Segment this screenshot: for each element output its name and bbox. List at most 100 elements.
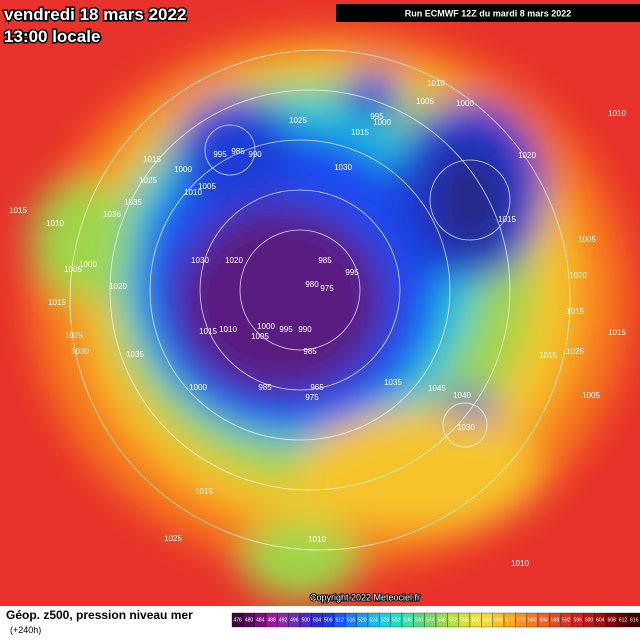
colorbar-label: 480	[245, 617, 254, 623]
pressure-label: 1015	[608, 328, 626, 337]
pressure-label: 1015	[539, 351, 557, 360]
colorbar-label: 532	[392, 617, 401, 623]
pressure-label: 1045	[428, 384, 446, 393]
pressure-label: 1025	[65, 331, 83, 340]
pressure-label: 990	[298, 325, 312, 334]
pressure-label: 975	[305, 393, 319, 402]
pressure-label: 1020	[225, 256, 243, 265]
pressure-label: 1010	[46, 219, 64, 228]
pressure-label: 1025	[164, 534, 182, 543]
colorbar-label: 540	[415, 617, 424, 623]
pressure-label: 1000	[257, 322, 275, 331]
pressure-label: 1015	[143, 155, 161, 164]
pressure-label: 985	[231, 147, 245, 156]
pressure-label: 1015	[199, 327, 217, 336]
colorbar-label: 568	[494, 617, 503, 623]
colorbar-label: 476	[233, 617, 242, 623]
colorbar-label: 592	[562, 617, 571, 623]
colorbar-label: 588	[551, 617, 560, 623]
pressure-label: 1025	[289, 116, 307, 125]
date: vendredi 18 mars 2022	[4, 5, 186, 24]
pressure-label: 1030	[71, 347, 89, 356]
pressure-label: 1015	[48, 298, 66, 307]
colorbar-label: 500	[301, 617, 310, 623]
pressure-label: 1005	[64, 265, 82, 274]
pressure-label: 1010	[511, 559, 529, 568]
colorbar-label: 544	[426, 617, 435, 623]
pressure-label: 1015	[195, 487, 213, 496]
time: 13:00 locale	[4, 27, 100, 46]
colorbar-label: 572	[505, 617, 514, 623]
pressure-label: 1000	[456, 99, 474, 108]
colorbar-label: 528	[381, 617, 390, 623]
pressure-label: 1000	[373, 118, 391, 127]
pressure-label: 1040	[453, 391, 471, 400]
pressure-label: 1030	[457, 423, 475, 432]
pressure-label: 1000	[174, 165, 192, 174]
colorbar-label: 548	[437, 617, 446, 623]
colorbar-label: 560	[471, 617, 480, 623]
pressure-label: 1010	[219, 325, 237, 334]
pressure-label: 985	[258, 383, 272, 392]
pressure-label: 985	[318, 256, 332, 265]
pressure-label: 985	[303, 347, 317, 356]
pressure-label: 995	[345, 268, 359, 277]
colorbar-label: 552	[449, 617, 458, 623]
pressure-label: 1025	[566, 347, 584, 356]
pressure-label: 1020	[569, 271, 587, 280]
pressure-label: 1005	[198, 182, 216, 191]
colorbar-label: 512	[335, 617, 344, 623]
footer-lead: (+240h)	[10, 625, 41, 635]
colorbar-label: 584	[539, 617, 548, 623]
pressure-label: 995	[213, 150, 227, 159]
pressure-label: 1020	[109, 282, 127, 291]
colorbar-label: 484	[256, 617, 265, 623]
pressure-label: 1030	[334, 163, 352, 172]
colorbar-label: 536	[403, 617, 412, 623]
pressure-label: 1005	[578, 235, 596, 244]
pressure-label: 1005	[251, 332, 269, 341]
pressure-label: 1000	[79, 260, 97, 269]
pressure-label: 1015	[351, 128, 369, 137]
run: Run ECMWF 12Z du mardi 8 mars 2022	[405, 8, 572, 18]
pressure-label: 1025	[139, 176, 157, 185]
colorbar-label: 564	[483, 617, 492, 623]
colorbar-label: 520	[358, 617, 367, 623]
colorbar-swatch	[628, 612, 640, 628]
pressure-label: 990	[248, 150, 262, 159]
pressure-label: 965	[310, 383, 324, 392]
colorbar-label: 516	[347, 617, 356, 623]
pressure-label: 1015	[498, 215, 516, 224]
colorbar-label: 608	[607, 617, 616, 623]
pressure-label: 1000	[189, 383, 207, 392]
pressure-label: 1035	[124, 198, 142, 207]
pressure-label: 1020	[518, 151, 536, 160]
colorbar: 476 480 484 488 492 496 500 504 508 512 516 520 524 5…	[231, 612, 640, 628]
footer-title: Géop. z500, pression niveau mer	[6, 608, 193, 622]
pressure-label: 1005	[582, 391, 600, 400]
pressure-label: 1010	[427, 79, 445, 88]
colorbar-label: 580	[528, 617, 537, 623]
colorbar-label: 616	[630, 617, 639, 623]
pressure-label: 975	[320, 284, 334, 293]
colorbar-label: 600	[585, 617, 594, 623]
pressure-label: 1035	[384, 378, 402, 387]
colorbar-label: 556	[460, 617, 469, 623]
colorbar-label: 496	[290, 617, 299, 623]
pressure-label: 1010	[184, 188, 202, 197]
colorbar-label: 524	[369, 617, 378, 623]
pressure-label: 1005	[416, 97, 434, 106]
run-bar	[336, 4, 640, 22]
colorbar-label: 604	[596, 617, 605, 623]
pressure-label: 995	[279, 325, 293, 334]
copyright: Copyright 2022 Meteociel.fr	[310, 592, 420, 602]
pressure-label: 1015	[566, 307, 584, 316]
pressure-label: 1015	[9, 206, 27, 215]
colorbar-label: 504	[313, 617, 322, 623]
pressure-label: 1036	[103, 210, 121, 219]
pressure-label: 1030	[191, 256, 209, 265]
colorbar-label: 508	[324, 617, 333, 623]
